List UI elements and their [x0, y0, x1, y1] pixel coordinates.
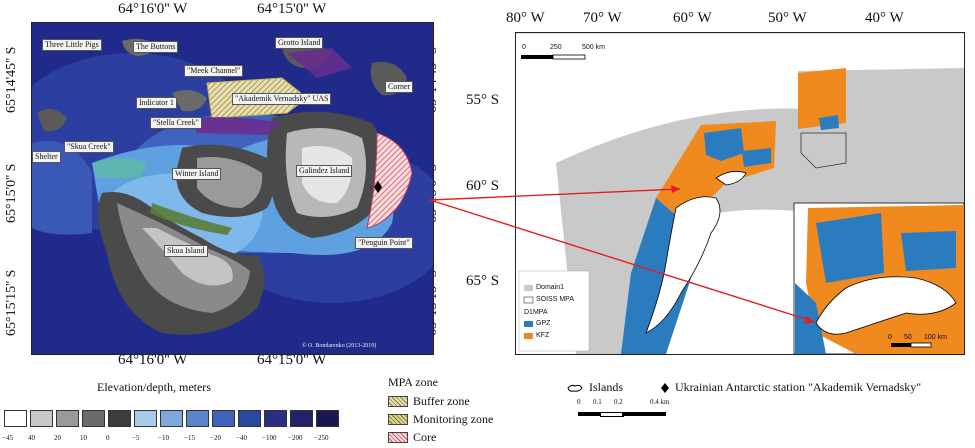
- elevation-value: 20: [54, 434, 61, 442]
- km-02: 0.2: [614, 398, 623, 406]
- right-lat-55: 55° S: [466, 92, 500, 108]
- elevation-value: −200: [288, 434, 303, 442]
- label-winter-island: Winter Island: [172, 168, 222, 180]
- top-lon-2: 64°15'0'' W: [257, 1, 327, 17]
- elevation-swatch: [212, 410, 235, 427]
- left-lat-1: 65°14'45'' S: [4, 46, 19, 113]
- legend-gpz: GPZ: [536, 320, 551, 327]
- km-scale-bar: [578, 412, 668, 417]
- legend-sorss: SOISS MPA: [536, 296, 574, 303]
- inset-scale-50: 50: [904, 334, 912, 341]
- station-legend: Ukrainian Antarctic station "Akademik Ve…: [660, 380, 921, 395]
- mpa-core-label: Core: [413, 430, 437, 444]
- station-label: Ukrainian Antarctic station "Akademik Ve…: [675, 380, 922, 394]
- legend-kfz: KFZ: [536, 332, 550, 339]
- label-akademik-vernadsky: "Akademik Vernadsky" UAS: [232, 93, 332, 105]
- elevation-title: Elevation/depth, meters: [97, 380, 211, 394]
- islands-legend: Islands: [566, 380, 623, 395]
- label-three-little-pigs: Three Little Pigs: [42, 39, 102, 51]
- elevation-swatch: [4, 410, 27, 427]
- islands-icon: [567, 384, 583, 392]
- label-corner: Corner: [385, 81, 414, 93]
- scale-500: 500 km: [582, 44, 605, 51]
- mpa-core: Core: [388, 430, 436, 445]
- scale-250: 250: [550, 44, 562, 51]
- elevation-swatch: [290, 410, 313, 427]
- km-01: 0.1: [593, 398, 602, 406]
- elevation-value: −250: [314, 434, 329, 442]
- map-copyright: © O. Bondarenko (2013-2019): [302, 343, 377, 349]
- buffer-swatch: [388, 396, 408, 407]
- legend-domain: Domain1: [536, 284, 565, 291]
- elevation-swatch: [160, 410, 183, 427]
- label-skua-island: Skua Island: [164, 245, 208, 257]
- label-stella-creek: "Stella Creek": [150, 117, 202, 129]
- elevation-value: 0: [106, 434, 110, 442]
- mpa-buffer-label: Buffer zone: [413, 394, 470, 408]
- inset-scale-0: 0: [888, 334, 892, 341]
- mpa-monitoring: Monitoring zone: [388, 412, 493, 427]
- elevation-value: −100: [262, 434, 277, 442]
- right-lon-5: 40° W: [865, 10, 904, 26]
- elevation-swatch: [238, 410, 261, 427]
- label-skua-creek: "Skua Creek": [64, 141, 114, 153]
- elevation-value: −40: [236, 434, 247, 442]
- elevation-swatch: [186, 410, 209, 427]
- elevation-swatch: [264, 410, 287, 427]
- label-the-buttons: The Buttons: [133, 41, 179, 53]
- mpa-title: MPA zone: [388, 375, 438, 389]
- top-lon-1: 64°16'0'' W: [118, 1, 188, 17]
- bottom-lon-1: 64°16'0'' W: [118, 352, 188, 368]
- label-galindez-island: Galindez Island: [296, 165, 353, 177]
- left-lat-2: 65°15'0'' S: [4, 163, 19, 223]
- station-diamond-icon: [661, 382, 669, 393]
- right-lon-3: 60° W: [673, 10, 712, 26]
- core-swatch: [388, 432, 408, 443]
- right-lat-65: 65° S: [466, 273, 500, 289]
- elevation-swatch: [82, 410, 105, 427]
- mpa-buffer: Buffer zone: [388, 394, 470, 409]
- regional-map-graphic: [516, 33, 964, 354]
- label-indicator-1: Indicator 1: [136, 97, 177, 109]
- legend-group: D1MPA: [524, 309, 548, 316]
- elevation-value: −15: [184, 434, 195, 442]
- km-scale-seg1: [578, 412, 600, 416]
- elevation-swatch: [108, 410, 131, 427]
- mpa-monitoring-label: Monitoring zone: [413, 412, 494, 426]
- left-lat-3: 65°15'15'' S: [4, 269, 19, 336]
- elevation-value: 40: [28, 434, 35, 442]
- right-lon-1: 80° W: [506, 10, 545, 26]
- inset-scale-100: 100 km: [924, 334, 947, 341]
- elevation-swatch: [56, 410, 79, 427]
- scale-0: 0: [522, 44, 526, 51]
- islands-label: Islands: [589, 380, 623, 394]
- right-lon-2: 70° W: [583, 10, 622, 26]
- right-lon-4: 50° W: [768, 10, 807, 26]
- elevation-value: −45: [2, 434, 13, 442]
- label-shelter: Shelter: [32, 151, 61, 163]
- detail-map: Three Little Pigs The Buttons Grotto Isl…: [31, 22, 434, 355]
- bottom-lon-2: 64°15'0'' W: [257, 352, 327, 368]
- km-scale-seg3: [622, 412, 666, 416]
- elevation-value: −5: [132, 434, 140, 442]
- elevation-value: 10: [80, 434, 87, 442]
- monitoring-swatch: [388, 414, 408, 425]
- km-scale-seg2: [600, 412, 624, 417]
- km-0: 0: [577, 398, 581, 406]
- elevation-value: −20: [210, 434, 221, 442]
- label-meek-channel: "Meek Channel": [184, 65, 244, 77]
- km-04: 0.4 km: [650, 398, 670, 406]
- elevation-swatch: [134, 410, 157, 427]
- elevation-swatch: [30, 410, 53, 427]
- right-lat-60: 60° S: [466, 178, 500, 194]
- elevation-swatch: [316, 410, 339, 427]
- label-grotto-island: Grotto Island: [275, 37, 324, 49]
- elevation-value: −10: [158, 434, 169, 442]
- label-penguin-point: "Penguin Point": [355, 237, 413, 249]
- regional-map: 0 250 500 km Domain1 SOISS MPA D1MPA GPZ…: [515, 32, 965, 355]
